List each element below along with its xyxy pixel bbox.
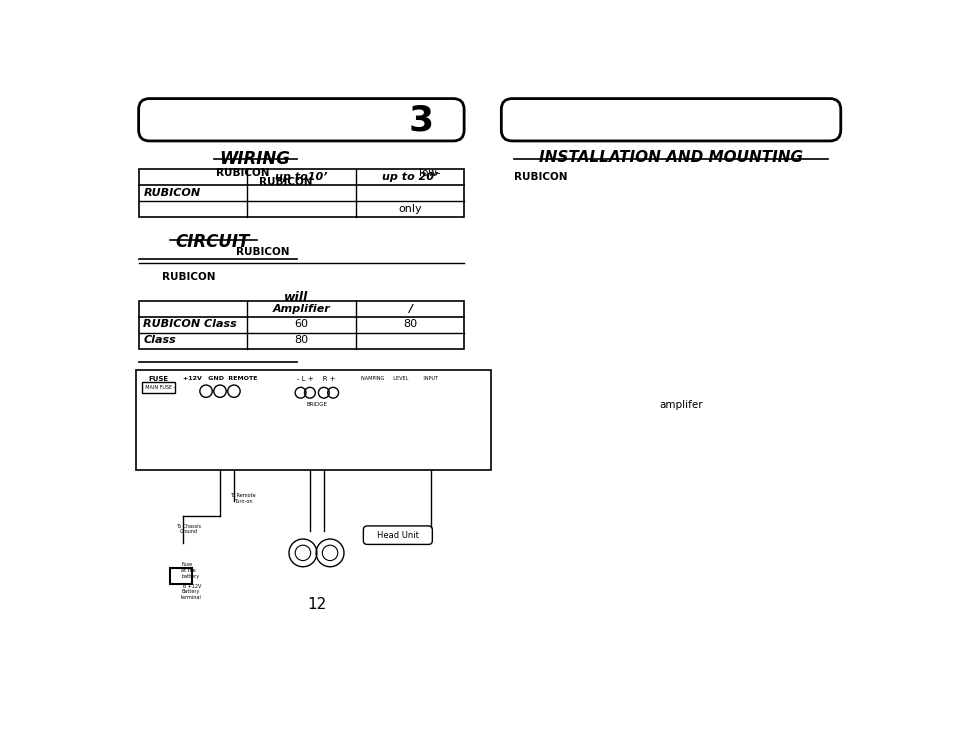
Text: - L +    R +: - L + R +	[296, 376, 335, 382]
Text: low-: low-	[418, 168, 440, 178]
Text: up to10’: up to10’	[274, 172, 327, 182]
Text: Class: Class	[143, 336, 176, 345]
Text: Head Unit: Head Unit	[376, 531, 418, 540]
Bar	[138, 170, 464, 217]
Text: 80: 80	[294, 336, 308, 345]
Text: - MAIN FUSE -: - MAIN FUSE -	[142, 385, 175, 390]
Text: 12: 12	[307, 597, 326, 612]
Text: 3: 3	[409, 103, 434, 137]
Text: RUBICON: RUBICON	[143, 188, 200, 198]
Text: RUBICON: RUBICON	[235, 247, 289, 257]
Text: 80: 80	[402, 319, 416, 329]
Text: To Chassis
Ground: To Chassis Ground	[176, 523, 201, 535]
Text: amplifer: amplifer	[659, 400, 702, 411]
FancyBboxPatch shape	[363, 526, 432, 544]
Text: Fuse
at the
battery: Fuse at the battery	[181, 562, 199, 579]
Text: up to 20’: up to 20’	[381, 172, 437, 182]
Text: RUBICON: RUBICON	[259, 177, 313, 187]
FancyBboxPatch shape	[500, 98, 840, 141]
Text: will: will	[284, 291, 308, 304]
Text: Amplifier: Amplifier	[273, 304, 330, 314]
Text: To +12V
Battery
terminal: To +12V Battery terminal	[181, 584, 202, 600]
Text: 60: 60	[294, 319, 308, 329]
Bar	[136, 369, 491, 469]
Text: only: only	[397, 204, 421, 214]
Text: RUBICON: RUBICON	[216, 168, 270, 178]
Text: CIRCUIT: CIRCUIT	[175, 233, 249, 251]
FancyBboxPatch shape	[138, 98, 464, 141]
Text: BRIDGE: BRIDGE	[306, 402, 327, 407]
Bar	[171, 569, 192, 584]
Text: WIRING: WIRING	[219, 150, 290, 168]
Text: NAMPING      LEVEL          INPUT: NAMPING LEVEL INPUT	[361, 376, 437, 381]
Text: INSTALLATION AND MOUNTING: INSTALLATION AND MOUNTING	[538, 150, 802, 165]
Bar	[138, 301, 464, 349]
Bar	[142, 382, 174, 393]
Text: RUBICON: RUBICON	[162, 272, 215, 282]
Text: /: /	[407, 304, 412, 314]
Text: RUBICON Class: RUBICON Class	[143, 319, 236, 329]
Text: RUBICON: RUBICON	[514, 172, 567, 182]
Text: FUSE: FUSE	[148, 376, 168, 382]
Text: To Remote
Turn-on: To Remote Turn-on	[231, 493, 255, 504]
Text: +12V   GND  REMOTE: +12V GND REMOTE	[183, 376, 257, 381]
